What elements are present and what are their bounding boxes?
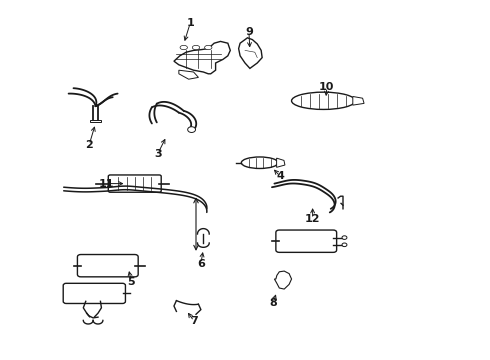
FancyBboxPatch shape xyxy=(63,283,125,303)
Text: 5: 5 xyxy=(127,276,135,287)
FancyBboxPatch shape xyxy=(108,175,161,192)
Text: 4: 4 xyxy=(276,171,284,181)
Polygon shape xyxy=(179,70,198,79)
Polygon shape xyxy=(353,96,364,105)
Text: 11: 11 xyxy=(99,179,115,189)
Ellipse shape xyxy=(205,45,212,50)
Ellipse shape xyxy=(342,236,347,239)
Polygon shape xyxy=(90,120,101,122)
Ellipse shape xyxy=(242,157,278,168)
Text: 1: 1 xyxy=(186,18,194,28)
Text: 9: 9 xyxy=(245,27,253,37)
Ellipse shape xyxy=(180,45,188,50)
FancyBboxPatch shape xyxy=(276,230,337,252)
Polygon shape xyxy=(239,38,262,68)
Text: 10: 10 xyxy=(319,82,335,92)
Polygon shape xyxy=(274,271,292,289)
Ellipse shape xyxy=(192,45,200,50)
FancyBboxPatch shape xyxy=(77,255,138,277)
Ellipse shape xyxy=(188,127,196,132)
Text: 8: 8 xyxy=(269,298,277,308)
Text: 12: 12 xyxy=(305,214,320,224)
Text: 2: 2 xyxy=(85,140,93,150)
Text: 6: 6 xyxy=(197,258,205,269)
Polygon shape xyxy=(276,158,285,167)
Ellipse shape xyxy=(342,243,347,247)
Ellipse shape xyxy=(292,92,355,109)
Text: 7: 7 xyxy=(190,316,198,326)
Text: 3: 3 xyxy=(154,149,162,159)
Polygon shape xyxy=(174,41,230,74)
